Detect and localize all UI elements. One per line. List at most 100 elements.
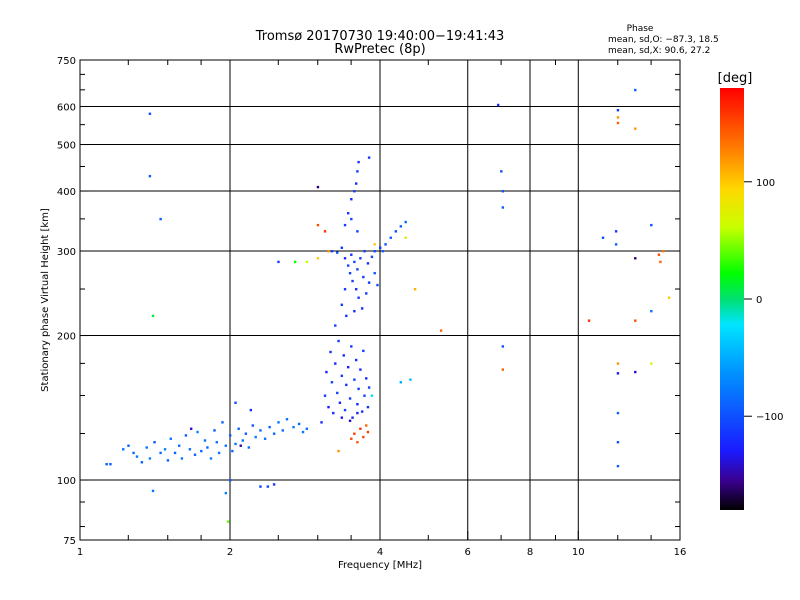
data-point (356, 268, 359, 271)
data-point (616, 411, 620, 415)
data-point (346, 264, 350, 267)
data-point (336, 391, 339, 395)
y-tick-label: 400 (57, 187, 76, 198)
data-point (389, 236, 392, 239)
data-point (346, 365, 350, 369)
data-point (367, 386, 371, 389)
data-point (200, 449, 203, 453)
data-point (394, 230, 398, 233)
x-tick-label: 4 (377, 547, 383, 558)
data-point (439, 329, 443, 332)
data-point (277, 260, 280, 264)
data-point (330, 250, 334, 253)
data-point (122, 448, 125, 451)
data-point (337, 339, 340, 343)
data-point (366, 262, 370, 265)
grid-lines (80, 60, 680, 540)
data-point (496, 103, 500, 107)
data-point (109, 462, 112, 466)
data-point (634, 257, 637, 260)
data-point (345, 383, 348, 387)
data-point (634, 88, 637, 92)
data-point (650, 223, 653, 227)
data-point (254, 435, 257, 439)
data-point (366, 405, 370, 409)
data-point (667, 296, 671, 299)
data-point (373, 271, 376, 275)
data-point (601, 236, 605, 239)
data-point (105, 462, 108, 466)
data-point (345, 314, 348, 318)
data-point (343, 257, 347, 260)
x-tick-label: 8 (527, 547, 533, 558)
data-point (366, 430, 370, 434)
data-point (327, 250, 330, 253)
data-point (153, 441, 156, 444)
data-point (399, 225, 403, 228)
data-point (616, 372, 620, 375)
data-point (159, 451, 162, 455)
data-point (348, 419, 352, 422)
y-tick-label: 300 (57, 247, 76, 258)
data-point (316, 185, 320, 189)
data-point (373, 250, 376, 253)
data-point (351, 279, 354, 283)
data-point (234, 442, 237, 446)
data-point (353, 190, 356, 193)
data-point (616, 464, 620, 468)
data-point (148, 174, 152, 178)
data-point (239, 444, 242, 447)
data-point (217, 451, 221, 455)
data-point (356, 441, 359, 444)
data-point (356, 403, 359, 406)
data-point (404, 236, 407, 239)
data-point (316, 223, 320, 227)
data-points (105, 88, 671, 523)
data-point (196, 430, 199, 434)
data-point (231, 449, 234, 453)
data-point (237, 427, 240, 430)
data-point (325, 370, 328, 374)
y-tick-label: 750 (57, 56, 76, 67)
data-point (340, 246, 344, 249)
colorbar-tick-label: 0 (756, 295, 762, 306)
data-point (145, 446, 148, 449)
data-point (340, 416, 344, 419)
data-point (334, 324, 337, 327)
data-point (501, 368, 505, 371)
data-point (177, 444, 181, 447)
data-point (614, 243, 618, 246)
chart-subtitle: RwPretec (8p) (334, 42, 425, 57)
colorbar-tick-label: 100 (756, 178, 775, 189)
data-point (365, 424, 368, 427)
data-point (285, 418, 289, 421)
data-point (365, 377, 368, 380)
y-tick-label: 75 (63, 536, 76, 547)
data-point (244, 432, 248, 435)
data-point (356, 170, 359, 173)
y-axis-ticks: 75 100 200 300 400 500 600 750 (57, 56, 680, 547)
data-point (329, 350, 332, 354)
data-point (224, 444, 228, 447)
colorbar-tick-label: −100 (756, 412, 783, 423)
data-point (297, 422, 301, 426)
data-point (169, 437, 173, 440)
data-point (292, 425, 295, 429)
data-point (367, 281, 371, 284)
data-point (353, 378, 356, 381)
data-point (362, 435, 365, 439)
data-point (293, 260, 297, 264)
data-point (616, 441, 620, 444)
data-point (367, 156, 371, 159)
data-point (357, 387, 360, 391)
data-point (221, 421, 224, 424)
chart-title: Tromsø 20170730 19:40:00−19:41:43 (255, 29, 505, 44)
data-point (354, 358, 358, 362)
data-point (338, 401, 342, 404)
data-point (241, 439, 245, 442)
data-point (662, 250, 665, 253)
y-tick-label: 100 (57, 476, 76, 487)
x-axis-label: Frequency [MHz] (338, 560, 422, 571)
data-point (356, 411, 359, 415)
